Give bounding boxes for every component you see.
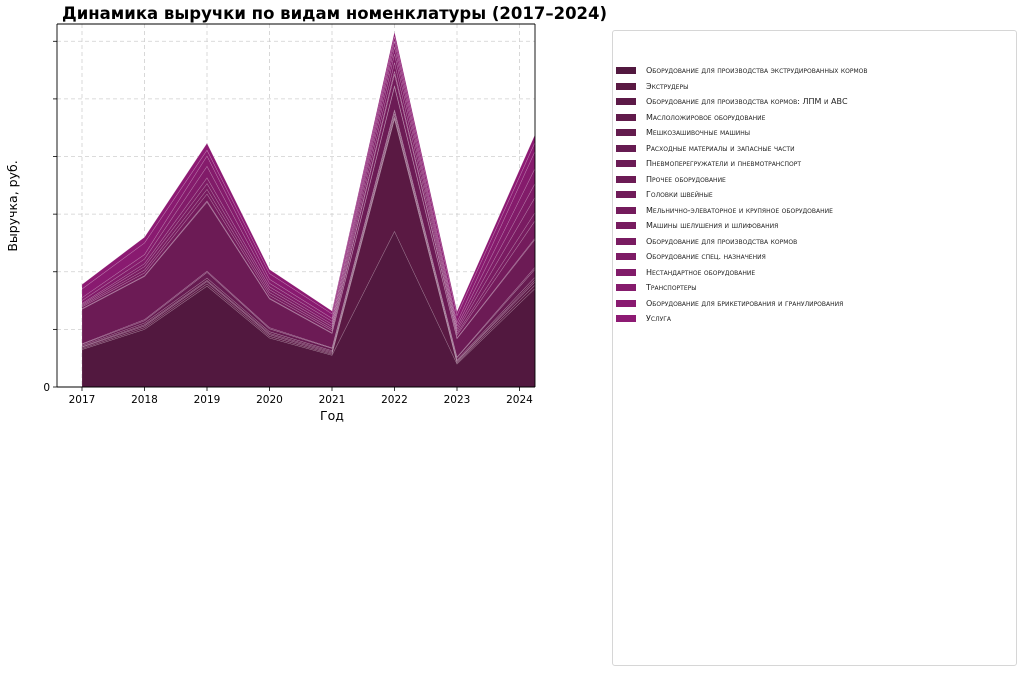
stacked-areas (81, 32, 536, 388)
legend-label: Пневмоперегружатели и пневмотранспорт (646, 159, 802, 169)
x-tick-label: 2018 (131, 394, 158, 406)
x-tick-label: 2020 (256, 394, 283, 406)
x-tick-label: 2019 (194, 394, 221, 406)
legend-swatch (616, 315, 636, 323)
y-axis-label: Выручка, руб. (5, 160, 20, 251)
legend-swatch (616, 113, 636, 121)
legend-label: Оборудование для производства экструдиро… (646, 66, 868, 76)
legend-swatch (616, 253, 636, 261)
legend-item: Транспортеры (616, 280, 868, 296)
chart-title: Динамика выручки по видам номенклатуры (… (62, 4, 608, 23)
x-tick-label: 2021 (319, 394, 346, 406)
legend-label: Прочее оборудование (646, 174, 726, 184)
legend-item: Нестандартное оборудование (616, 265, 868, 281)
legend-label: Расходные материалы и запасные части (646, 143, 795, 153)
legend-label: Оборудование для производства кормов (646, 236, 798, 246)
legend-list: Оборудование для производства экструдиро… (616, 63, 868, 327)
legend-swatch (616, 144, 636, 152)
legend-item: Оборудование для брикетирования и гранул… (616, 296, 868, 312)
legend-item: Прочее оборудование (616, 172, 868, 188)
legend-item: Расходные материалы и запасные части (616, 141, 868, 157)
legend-swatch (616, 284, 636, 292)
legend-item: Головки швейные (616, 187, 868, 203)
legend-swatch (616, 67, 636, 75)
legend-swatch (616, 206, 636, 214)
x-tick-label: 2024 (506, 394, 533, 406)
legend-item: Мешкозашивочные машины (616, 125, 868, 141)
legend-label: Оборудование спец. назначения (646, 252, 766, 262)
legend-swatch (616, 160, 636, 168)
legend-swatch (616, 222, 636, 230)
legend-item: Оборудование для производства кормов (616, 234, 868, 250)
legend-swatch (616, 299, 636, 307)
legend-label: Экструдеры (646, 81, 689, 91)
legend-item: Маслоложировое оборудование (616, 110, 868, 126)
legend-label: Головки швейные (646, 190, 713, 200)
legend-item: Экструдеры (616, 79, 868, 95)
legend-label: Маслоложировое оборудование (646, 112, 766, 122)
legend-item: Мельнично-элеваторное и крупяное оборудо… (616, 203, 868, 219)
legend-label: Оборудование для производства кормов: ЛП… (646, 97, 848, 107)
legend-label: Транспортеры (646, 283, 697, 293)
y-tick-label: 0 (43, 382, 50, 394)
legend-label: Услуга (646, 314, 671, 324)
legend-swatch (616, 82, 636, 90)
legend: Оборудование для производства экструдиро… (612, 30, 1017, 666)
legend-label: Машины шелушения и шлифования (646, 221, 779, 231)
legend-item: Машины шелушения и шлифования (616, 218, 868, 234)
legend-label: Мешкозашивочные машины (646, 128, 751, 138)
legend-swatch (616, 191, 636, 199)
x-tick-label: 2017 (69, 394, 96, 406)
legend-label: Нестандартное оборудование (646, 267, 756, 277)
legend-item: Пневмоперегружатели и пневмотранспорт (616, 156, 868, 172)
legend-item: Услуга (616, 311, 868, 327)
legend-label: Мельнично-элеваторное и крупяное оборудо… (646, 205, 833, 215)
legend-item: Оборудование спец. назначения (616, 249, 868, 265)
legend-swatch (616, 268, 636, 276)
legend-swatch (616, 175, 636, 183)
axes: 2017 2018 2019 2020 2021 2022 2023 2024 0 (43, 23, 536, 406)
x-axis-label: Год (320, 408, 344, 423)
legend-swatch (616, 237, 636, 245)
legend-swatch (616, 98, 636, 106)
legend-swatch (616, 129, 636, 137)
x-tick-label: 2022 (381, 394, 408, 406)
legend-item: Оборудование для производства кормов: ЛП… (616, 94, 868, 110)
legend-item: Оборудование для производства экструдиро… (616, 63, 868, 79)
legend-label: Оборудование для брикетирования и гранул… (646, 298, 844, 308)
x-tick-label: 2023 (444, 394, 471, 406)
